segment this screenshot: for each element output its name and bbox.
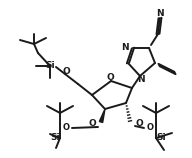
Text: N: N <box>121 43 129 52</box>
Text: N: N <box>137 76 145 85</box>
Text: Si: Si <box>45 61 55 70</box>
Text: O: O <box>146 124 153 133</box>
Text: Si: Si <box>50 134 60 143</box>
Text: O: O <box>106 73 114 82</box>
Text: N: N <box>156 9 164 18</box>
Text: Si: Si <box>156 134 166 143</box>
Text: O: O <box>135 118 143 128</box>
Text: O: O <box>63 124 70 133</box>
Polygon shape <box>99 109 105 122</box>
Text: O: O <box>88 119 96 128</box>
Text: O: O <box>62 67 70 76</box>
